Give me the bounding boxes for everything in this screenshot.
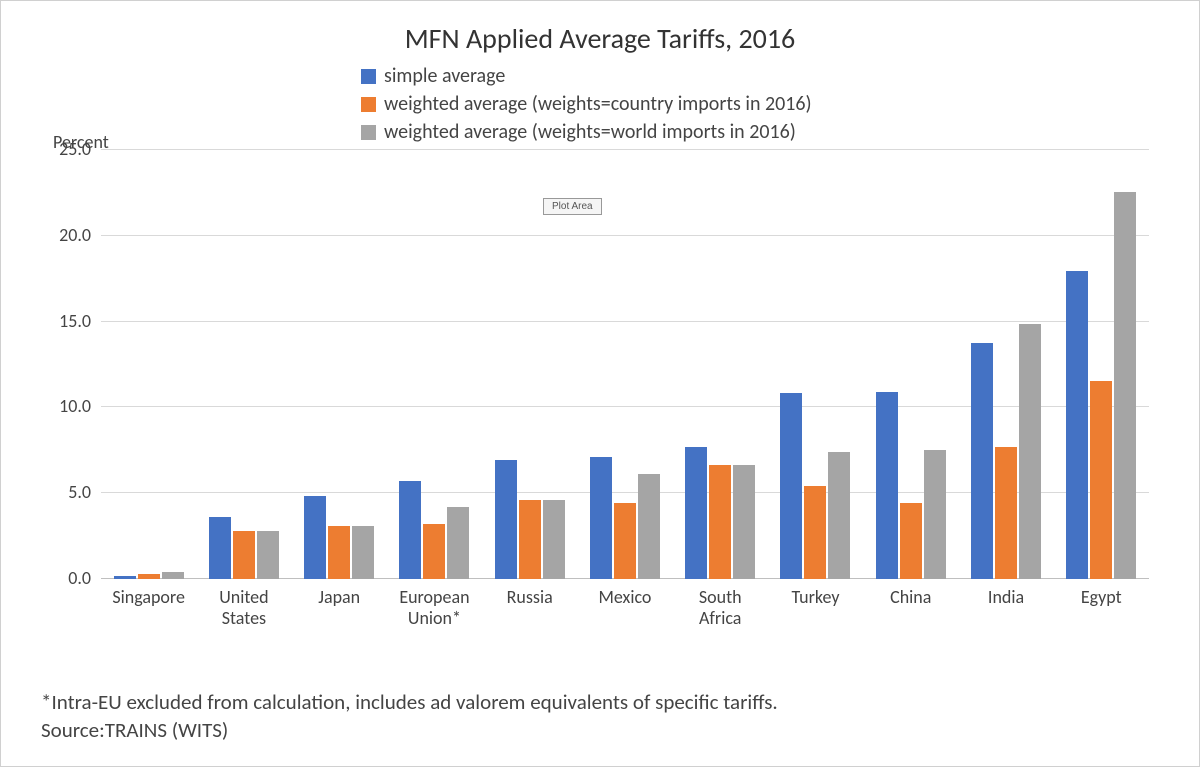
plot-area-hint: Plot Area [543,198,602,215]
legend-swatch-wworld [361,125,376,140]
bar-wcountry [900,503,922,579]
y-tick-label: 20.0 [59,224,91,246]
bar-wworld [352,526,374,579]
bar-simple [685,447,707,579]
legend-swatch-simple [361,69,376,84]
bar-group [874,392,948,579]
bar-wworld [828,452,850,579]
y-tick-label: 25.0 [59,138,91,160]
bar-wworld [257,531,279,579]
bar-group [588,457,662,579]
bar-simple [304,496,326,579]
bar-wcountry [804,486,826,579]
x-tick-label: Turkey [770,587,860,628]
bar-simple [780,393,802,579]
bar-wworld [638,474,660,579]
bar-wcountry [423,524,445,579]
x-tick-label: UnitedStates [199,587,289,628]
chart-title: MFN Applied Average Tariffs, 2016 [31,21,1169,56]
bar-wcountry [995,447,1017,579]
bar-simple [1066,271,1088,579]
bar-group [778,393,852,579]
legend: simple average weighted average (weights… [361,64,1169,144]
bar-group [969,324,1043,579]
legend-label-wcountry: weighted average (weights=country import… [384,92,812,116]
x-tick-label: SouthAfrica [675,587,765,628]
x-tick-label: Mexico [580,587,670,628]
y-tick-label: 15.0 [59,310,91,332]
bar-simple [495,460,517,579]
bar-simple [209,517,231,579]
x-tick-label: India [961,587,1051,628]
bar-group [112,572,186,579]
bar-wworld [924,450,946,579]
plot-area: 0.05.010.015.020.025.0 [101,149,1149,579]
x-tick-label: Egypt [1056,587,1146,628]
bar-group [493,460,567,579]
footnote-line1: *Intra-EU excluded from calculation, inc… [41,689,778,716]
legend-item-wcountry: weighted average (weights=country import… [361,92,1169,116]
y-tick-label: 10.0 [59,395,91,417]
x-tick-label: Japan [294,587,384,628]
bar-group [207,517,281,579]
bar-wworld [543,500,565,579]
bar-wworld [162,572,184,579]
footnote: *Intra-EU excluded from calculation, inc… [41,689,778,744]
bar-group [397,481,471,579]
bar-simple [971,343,993,579]
legend-label-wworld: weighted average (weights=world imports … [384,120,796,144]
legend-swatch-wcountry [361,97,376,112]
bar-wcountry [519,500,541,579]
bar-wcountry [233,531,255,579]
bar-wworld [1114,192,1136,579]
bar-wcountry [138,574,160,579]
bar-group [1064,192,1138,579]
bar-simple [114,576,136,579]
chart-container: MFN Applied Average Tariffs, 2016 simple… [1,1,1199,766]
legend-item-wworld: weighted average (weights=world imports … [361,120,1169,144]
bar-wworld [733,465,755,579]
x-tick-label: EuropeanUnion* [389,587,479,628]
x-tick-label: China [866,587,956,628]
legend-item-simple: simple average [361,64,1169,88]
bar-wcountry [1090,381,1112,579]
x-tick-label: Russia [485,587,575,628]
bar-wcountry [328,526,350,579]
bar-simple [590,457,612,579]
bar-wcountry [614,503,636,579]
bar-wworld [1019,324,1041,579]
footnote-line2: Source:TRAINS (WITS) [41,717,778,744]
x-axis: SingaporeUnitedStatesJapanEuropeanUnion*… [101,587,1149,628]
y-tick-label: 5.0 [68,481,91,503]
bar-wcountry [709,465,731,579]
bar-simple [399,481,421,579]
x-tick-label: Singapore [104,587,194,628]
bar-simple [876,392,898,579]
bar-group [302,496,376,579]
legend-label-simple: simple average [384,64,505,88]
y-tick-label: 0.0 [68,567,91,589]
bar-group [683,447,757,579]
bar-wworld [447,507,469,579]
